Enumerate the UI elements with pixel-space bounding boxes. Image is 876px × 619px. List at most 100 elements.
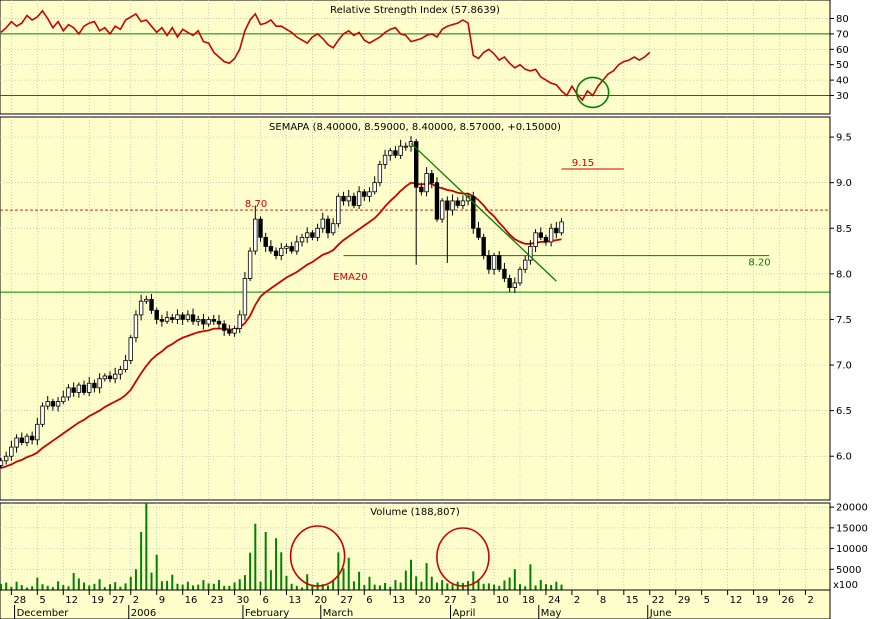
volume-bar [503,580,506,590]
volume-bar [415,576,418,590]
volume-title: Volume (188,807) [370,507,460,518]
volume-annotations [289,525,490,587]
x-axis-background [0,589,831,619]
volume-bar [83,582,86,590]
x-tick-label: 10 [496,595,509,606]
candle-body [92,382,97,389]
candle-body [377,164,383,184]
candle-body [102,375,107,380]
candle-body [522,259,528,270]
volume-unit-label: x100 [833,580,858,591]
candle-body [180,314,185,320]
volume-bar [410,559,413,590]
candle-body [330,223,336,234]
candle-body [227,329,232,334]
volume-bar [420,581,423,590]
price-title: SEMAPA (8.40000, 8.59000, 8.40000, 8.570… [269,122,561,133]
volume-bar [25,587,28,590]
x-tick-label: 2 [574,595,580,606]
candle-body [97,378,102,389]
candle-body [497,255,502,270]
resistance-label-915: 9.15 [572,158,594,169]
candle-body [315,227,320,238]
y-tick-label: 6.0 [836,452,852,463]
candle-body [81,384,87,393]
volume-bar [181,584,184,590]
candle-body [50,401,56,407]
candle-body [123,360,128,370]
candle-body [455,200,460,206]
volume-bar [378,585,381,590]
volume-bar [93,583,96,590]
volume-bar [332,579,335,590]
volume-bar [62,585,65,590]
volume-bar [384,582,387,590]
volume-bar [493,584,496,590]
volume-panel: Volume (188,807) 5000 10000 15000 20000 x100 [0,502,868,591]
volume-bar [555,581,558,590]
volume-bar [140,532,143,590]
volume-bar [544,584,547,590]
candle-body [112,373,118,380]
volume-bar [352,581,355,590]
volume-bar [67,586,70,590]
x-tick-label: 28 [13,595,26,606]
candle-body [263,236,268,247]
volume-bar [46,585,49,590]
volume-bar [326,585,329,590]
candle-body [424,173,429,193]
volume-bar [243,575,246,590]
candle-body [216,320,222,325]
volume-bar [524,586,527,590]
candle-body [325,218,331,234]
candle-body [138,300,144,316]
volume-bar [534,585,537,590]
volume-bar [550,585,553,590]
candle-body [24,435,30,443]
rsi-line [0,9,651,102]
x-tick-label: 24 [548,595,561,606]
candle-body [196,319,201,322]
month-label: June [649,608,672,619]
rsi-panel-background [0,0,831,115]
candle-body [538,232,543,238]
volume-bar [425,563,428,590]
volume-bar [202,580,205,590]
volume-bar [108,584,111,590]
y-tick-label: 8.0 [836,269,852,280]
resistance-label-870: 8.70 [245,199,267,210]
volume-bar [404,570,407,590]
volume-bar [347,557,350,590]
y-tick-label: 60 [836,45,849,56]
volume-bar [119,586,122,590]
volume-bar [5,582,8,590]
volume-bar [20,585,23,590]
price-grid [0,117,830,500]
candle-body [559,221,564,234]
candle-body [247,250,253,279]
candle-body [445,200,450,211]
volume-bar [217,580,220,590]
x-tick-label: 30 [237,595,250,606]
rsi-annotation-circle [575,76,610,109]
month-label: December [17,608,70,619]
volume-bar [295,585,298,590]
candle-body [528,246,533,261]
volume-bar [311,585,314,590]
candle-body [491,255,497,270]
candle-body [273,250,279,257]
volume-bar [358,571,361,590]
candle-body [29,435,35,441]
candle-body [201,319,206,325]
volume-bar [103,587,106,590]
candle-body [66,387,71,398]
candle-body [367,191,372,197]
volume-bar [477,579,480,590]
candle-body [512,282,518,288]
volume-annotation-circle [436,527,490,587]
candle-body [149,298,154,311]
x-tick-label: 13 [392,595,405,606]
candle-body [356,191,362,206]
candle-body [87,382,92,393]
candle-body [305,232,310,238]
